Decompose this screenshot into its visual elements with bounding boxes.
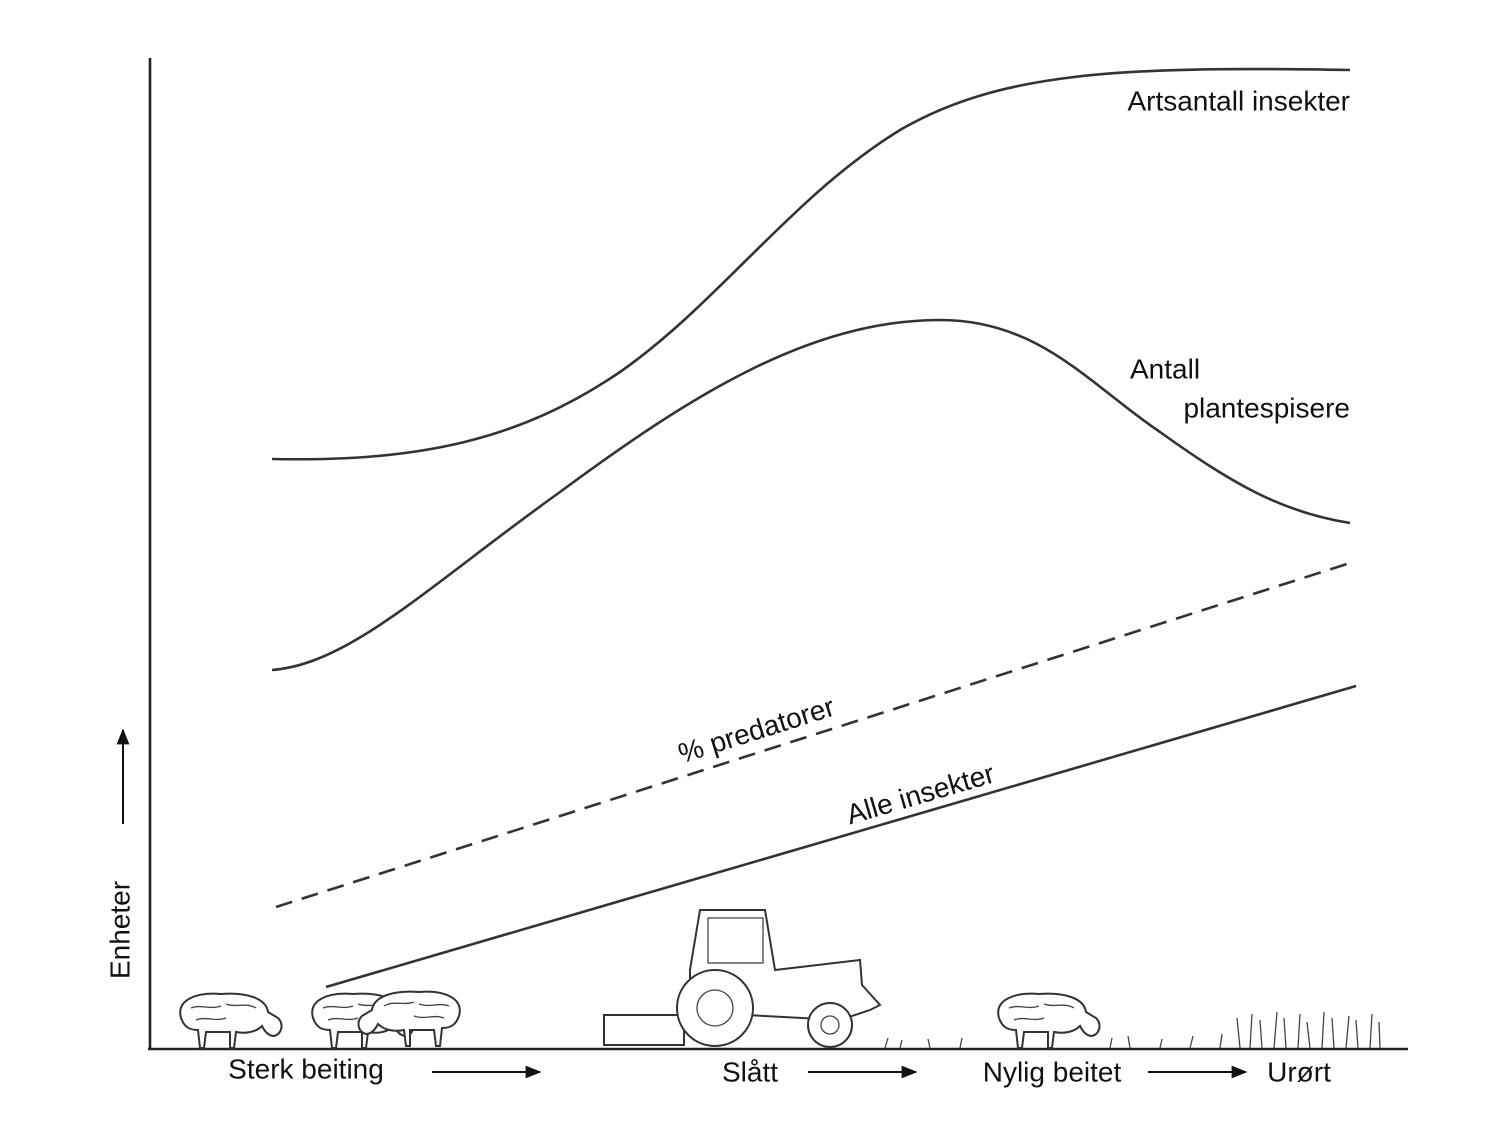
- curve-label: % predatorer: [675, 691, 839, 769]
- stage-label: Sterk beiting: [228, 1053, 384, 1084]
- tractor-front-wheel: [807, 1002, 853, 1048]
- curve-label: Antall: [1130, 353, 1200, 384]
- curve-label: Artsantall insekter: [1127, 85, 1350, 116]
- y-axis-label: Enheter: [104, 881, 135, 979]
- grass: [884, 1011, 1381, 1049]
- stage-label: Urørt: [1267, 1056, 1331, 1087]
- herbivore-curve: [271, 318, 1351, 672]
- tractor-hub: [820, 1015, 840, 1035]
- stage-label: Slått: [722, 1056, 778, 1087]
- sheep: [179, 992, 283, 1049]
- curve-label: Alle insekter: [843, 758, 998, 831]
- tractor-window: [707, 917, 764, 964]
- all-insects-curve: [325, 684, 1357, 989]
- tractor-hub: [696, 989, 734, 1027]
- sheep: [997, 992, 1101, 1049]
- tractor-rear-wheel: [676, 969, 754, 1047]
- stage-label: Nylig beitet: [983, 1056, 1122, 1087]
- tractor: [603, 909, 882, 1048]
- curve-label: plantespisere: [1183, 392, 1350, 423]
- species-curve: [271, 67, 1351, 461]
- tractor-mower: [603, 1014, 685, 1046]
